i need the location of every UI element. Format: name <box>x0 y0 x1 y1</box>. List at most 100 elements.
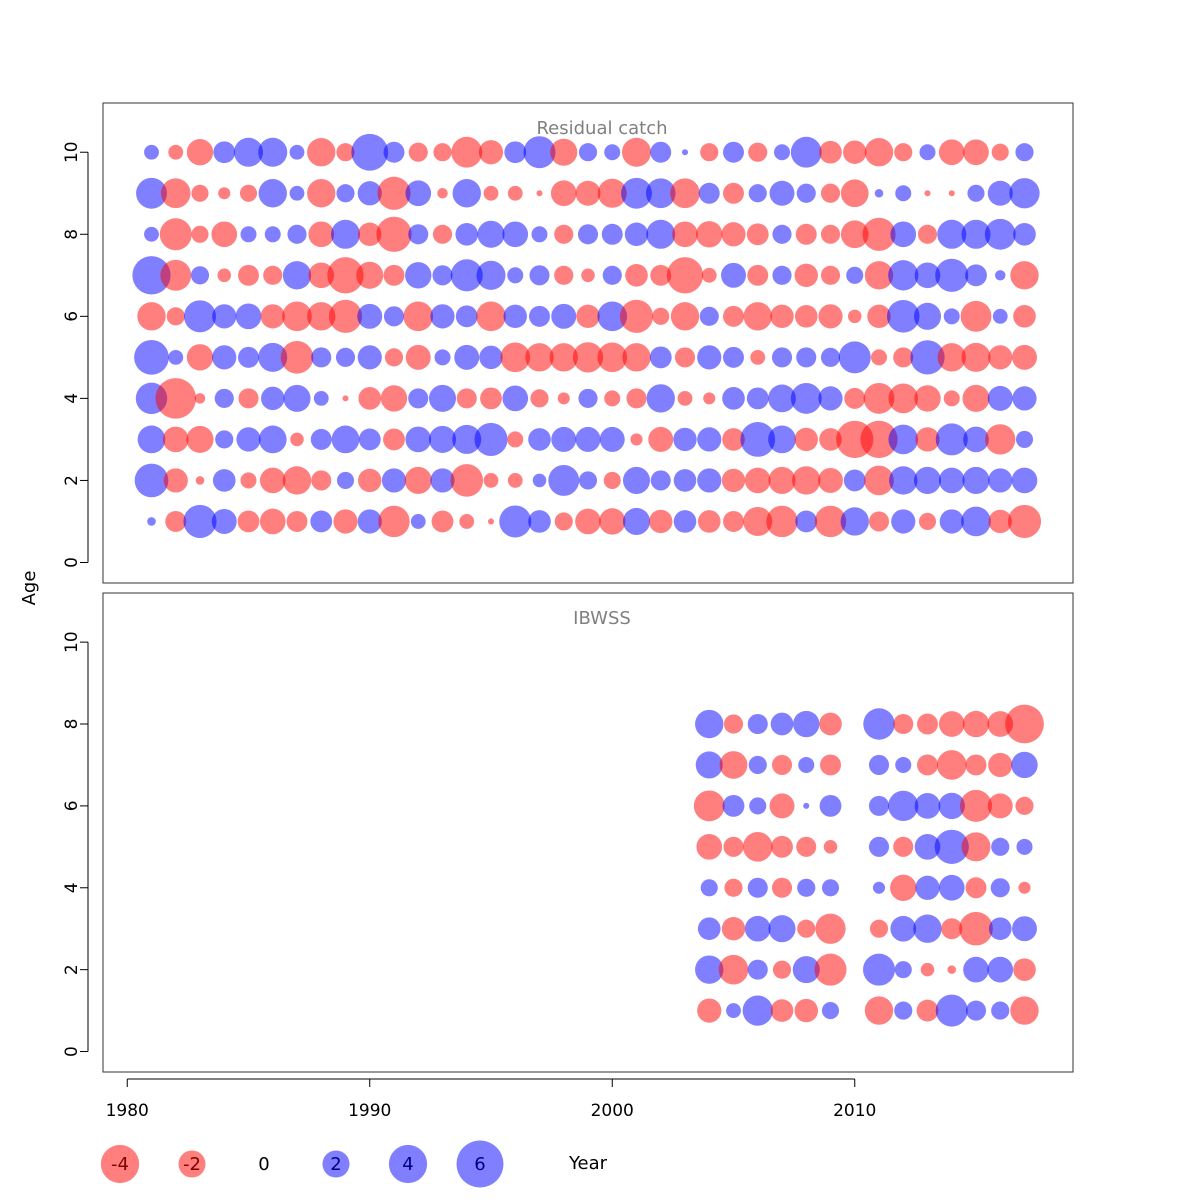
bubble <box>1016 838 1033 855</box>
bubble <box>864 261 894 290</box>
bubble <box>383 306 405 327</box>
bubble <box>1005 704 1044 744</box>
bubble <box>621 177 652 209</box>
bubble <box>895 185 912 202</box>
bubble <box>336 471 355 489</box>
bubble <box>746 387 769 410</box>
bubble <box>581 268 595 283</box>
bubble <box>408 224 429 245</box>
panel-title: IBWSS <box>573 608 631 629</box>
bubble <box>504 141 527 164</box>
bubble <box>405 262 432 289</box>
bubble <box>913 466 942 494</box>
bubble <box>333 509 358 534</box>
bubble <box>747 877 768 898</box>
bubble <box>186 344 214 371</box>
bubble <box>531 226 548 243</box>
bubble <box>985 424 1016 455</box>
bubble <box>770 712 794 736</box>
bubble <box>358 387 382 410</box>
bubble <box>307 138 336 167</box>
bubble <box>159 218 192 251</box>
bubble <box>455 305 478 328</box>
bubble <box>864 465 894 496</box>
bubble <box>744 915 771 942</box>
legend-bubble <box>388 1144 428 1184</box>
bubble <box>190 266 210 285</box>
bubble <box>212 469 236 492</box>
bubble <box>645 178 676 209</box>
bubble <box>723 346 744 368</box>
bubble <box>356 261 384 289</box>
bubble <box>575 180 601 206</box>
bubble <box>797 919 816 938</box>
y-tick-label: 8 <box>62 229 82 240</box>
bubble <box>474 422 508 456</box>
bubble <box>330 219 361 249</box>
bubble <box>747 264 769 286</box>
bubble <box>860 420 898 459</box>
legend-label: 0 <box>258 1154 269 1175</box>
legend-bubble <box>100 1144 140 1184</box>
bubble <box>937 343 966 372</box>
bubble <box>895 756 912 773</box>
bubble <box>820 347 841 367</box>
bubble <box>772 224 792 244</box>
bubble <box>289 144 305 160</box>
bubble <box>890 221 917 248</box>
bubble <box>769 793 795 819</box>
bubble <box>604 390 621 407</box>
bubble <box>820 265 841 285</box>
bubble <box>750 349 766 365</box>
bubble <box>431 510 454 533</box>
legend: -4 -2 0 2 4 6 <box>100 1140 504 1188</box>
bubble <box>890 874 917 901</box>
bubble <box>935 994 968 1027</box>
bubble <box>693 790 725 822</box>
bubble <box>487 518 495 525</box>
bubble <box>965 264 987 287</box>
bubble <box>666 257 704 294</box>
bubble <box>768 915 796 943</box>
bubble <box>336 184 355 203</box>
bubble <box>380 385 408 412</box>
bubble <box>575 426 601 452</box>
bubble <box>698 182 720 204</box>
panel-residual-catch: Residual catch 0 2 4 6 8 10 <box>62 102 1074 584</box>
bubble <box>357 181 382 206</box>
bubble <box>915 875 940 900</box>
bubble <box>238 264 259 286</box>
bubble <box>943 308 960 325</box>
bubble <box>212 304 237 329</box>
bubble <box>311 347 332 368</box>
bubble <box>917 224 938 244</box>
bubble <box>357 509 382 534</box>
bubble <box>452 179 481 208</box>
bubble <box>722 387 745 410</box>
bubble <box>239 184 258 202</box>
bubble <box>134 463 169 498</box>
y-axis-title: Age <box>19 571 40 606</box>
y-tick-label: 8 <box>62 719 82 730</box>
bubble <box>646 219 676 249</box>
bubble <box>673 469 697 492</box>
bubble <box>283 384 311 412</box>
bubble <box>697 510 721 533</box>
bubble <box>1012 916 1037 942</box>
bubble <box>650 470 671 491</box>
bubble <box>995 270 1006 281</box>
bubble <box>961 506 991 537</box>
bubble <box>195 476 205 485</box>
bubble <box>718 954 749 985</box>
bubble <box>308 262 335 289</box>
bubble <box>649 346 672 369</box>
bubble <box>383 428 405 451</box>
x-tick-label: 2000 <box>591 1101 634 1121</box>
bubble <box>163 468 188 493</box>
y-tick-label: 2 <box>62 475 82 486</box>
bubble <box>1015 796 1034 815</box>
bubble <box>603 471 621 489</box>
bubble <box>771 835 793 858</box>
bubble <box>168 349 184 365</box>
